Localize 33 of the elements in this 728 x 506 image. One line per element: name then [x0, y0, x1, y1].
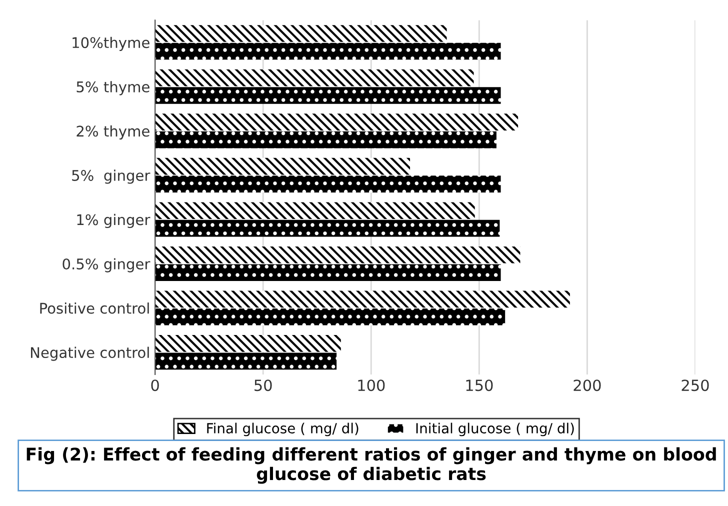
x-tick-label: 250 — [682, 380, 709, 392]
y-tick-label: 2% thyme — [76, 125, 150, 140]
bar — [155, 131, 496, 148]
x-tick-label: 150 — [466, 380, 493, 392]
bar — [155, 42, 501, 60]
bar — [155, 114, 518, 130]
bar — [155, 176, 501, 192]
legend-label: Initial glucose ( mg/ dl) — [416, 422, 574, 436]
y-tick-label: 5% ginger — [72, 170, 150, 184]
bar — [155, 264, 501, 282]
bar — [155, 87, 501, 104]
legend-label: Final glucose ( mg/ dl) — [207, 422, 358, 436]
bar — [155, 202, 475, 220]
y-tick-label: 1% ginger — [77, 214, 150, 228]
bar — [155, 352, 337, 370]
bar — [155, 308, 506, 326]
y-tick-label: Negative control — [31, 346, 149, 361]
bar — [155, 246, 520, 264]
x-tick-label: 0 — [151, 380, 159, 392]
bar — [155, 335, 341, 352]
y-tick-label: 10%thyme — [72, 36, 150, 51]
x-tick-label: 50 — [254, 380, 272, 392]
x-tick-label: 200 — [574, 380, 601, 392]
bar — [155, 220, 500, 237]
bar — [155, 290, 570, 308]
bar — [155, 25, 447, 42]
y-tick-label: Positive control — [40, 302, 149, 314]
y-tick-label: 5% thyme — [76, 81, 150, 96]
text: Fig (2): Effect of feeding different ratios of ginger and thyme on blood glucose of diabetic rats — [26, 447, 716, 484]
x-tick-label: 100 — [358, 380, 385, 392]
bar — [155, 158, 410, 175]
y-tick-label: 0.5% ginger — [62, 258, 150, 272]
bar — [155, 69, 474, 86]
